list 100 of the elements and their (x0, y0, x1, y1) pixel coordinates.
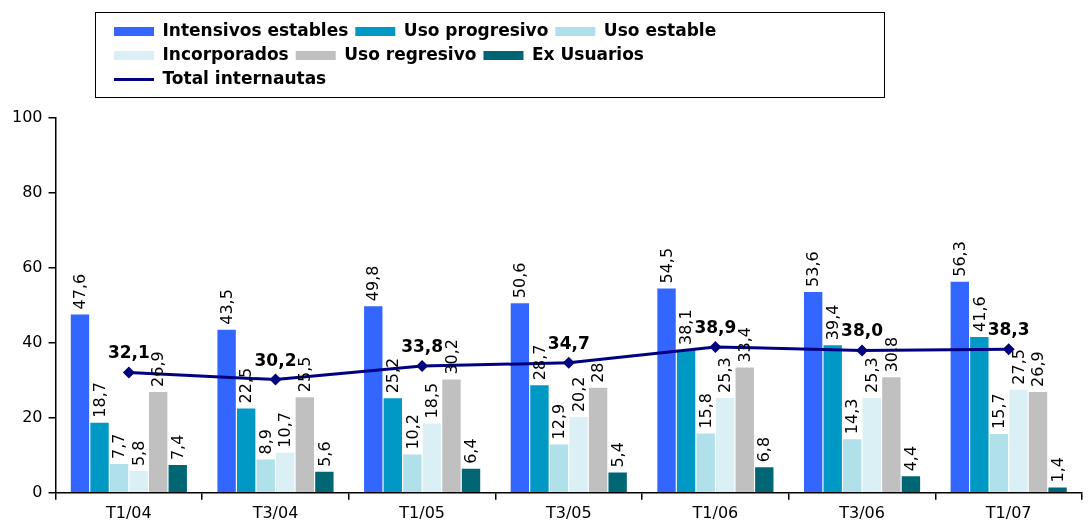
data-label: 38,1 (676, 309, 696, 345)
data-label: 54,5 (656, 247, 676, 284)
data-label: 53,6 (803, 251, 823, 287)
legend-label: Incorporados (162, 43, 289, 64)
point (709, 341, 722, 353)
data-label: 38,3 (987, 319, 1030, 340)
bar (657, 288, 676, 493)
point (562, 356, 575, 369)
data-label: 22,5 (236, 367, 256, 404)
x-tick-label: T1/06 (691, 502, 739, 522)
data-label: 20,2 (568, 376, 588, 413)
bar (735, 367, 754, 493)
bar (364, 306, 383, 493)
data-label: 25,3 (861, 357, 881, 393)
bar (882, 377, 901, 493)
data-label: 30,2 (254, 349, 297, 370)
legend-label: Uso progresivo (403, 19, 549, 40)
bar (588, 387, 608, 493)
data-label: 25,3 (715, 357, 735, 393)
bar (442, 379, 461, 493)
bar (276, 452, 295, 493)
data-label: 10,7 (275, 412, 295, 448)
data-label: 14,3 (842, 398, 862, 435)
data-label: 18,5 (422, 382, 442, 419)
data-label: 15,7 (989, 393, 1009, 429)
data-label: 4,4 (901, 445, 921, 472)
data-label: 7,4 (167, 434, 187, 461)
bar (1048, 487, 1067, 493)
bar (70, 314, 90, 493)
data-label: 25,5 (294, 356, 314, 393)
x-tick-label: T1/04 (105, 502, 152, 522)
data-label: 30,2 (441, 338, 461, 375)
data-label: 49,8 (363, 265, 383, 302)
data-label: 32,1 (107, 342, 150, 363)
data-label: 33,8 (401, 336, 444, 357)
bar (149, 391, 168, 493)
bar (530, 385, 549, 493)
data-label: 18,7 (89, 382, 109, 418)
bar (676, 350, 696, 493)
bar (843, 439, 862, 493)
bar (422, 423, 442, 493)
bar (168, 465, 187, 493)
bar (715, 397, 735, 493)
bar (295, 397, 315, 493)
data-label: 50,6 (510, 262, 530, 299)
data-label: 43,5 (216, 289, 236, 325)
bar (109, 463, 129, 493)
bar (1009, 389, 1028, 493)
legend-label: Uso estable (603, 19, 717, 40)
bar (383, 398, 402, 493)
data-label: 41,6 (969, 296, 989, 332)
data-label: 5,6 (314, 441, 334, 467)
data-label: 27,5 (1008, 349, 1028, 385)
bar (823, 345, 842, 493)
x-tick-label: T3/06 (838, 502, 885, 522)
data-label: 38,0 (841, 320, 884, 341)
bar (461, 468, 481, 493)
data-label: 28 (588, 362, 608, 383)
legend-label: Ex Usuarios (531, 43, 644, 64)
bar (236, 408, 256, 493)
data-label: 15,8 (695, 392, 715, 429)
bar (989, 433, 1009, 493)
data-label: 30,8 (881, 336, 901, 373)
point (269, 373, 282, 386)
data-label: 28,7 (529, 344, 549, 381)
data-label: 12,9 (549, 403, 569, 440)
data-label: 5,8 (128, 440, 148, 467)
bar (901, 476, 921, 493)
y-tick-label: 60 (22, 257, 43, 277)
data-label: 6,8 (754, 436, 774, 463)
data-label: 8,9 (255, 428, 275, 455)
bar (129, 471, 148, 493)
bar (970, 336, 989, 493)
bar (1028, 391, 1048, 493)
bar (90, 422, 109, 493)
legend-label: Intensivos estables (162, 19, 349, 40)
point (122, 366, 135, 379)
y-tick-label: 20 (22, 407, 43, 426)
x-tick-label: T1/07 (984, 502, 1032, 522)
bar (403, 454, 422, 493)
bar (696, 433, 715, 493)
data-label: 26,9 (1028, 351, 1048, 387)
data-label: 6,4 (461, 438, 481, 464)
bar (569, 417, 588, 493)
data-label: 56,3 (949, 241, 969, 277)
bar (803, 291, 823, 493)
legend-label: Total internautas (162, 67, 327, 88)
y-tick-label: 0 (32, 481, 43, 501)
data-label: 38,9 (694, 316, 737, 337)
data-label: 25,2 (382, 357, 402, 394)
data-label: 34,7 (547, 332, 590, 353)
data-label: 33,4 (734, 326, 754, 363)
y-tick-label: 100 (11, 107, 43, 127)
data-label: 1,4 (1047, 457, 1067, 483)
bar (950, 281, 969, 493)
x-tick-label: T3/05 (544, 502, 592, 522)
bar (217, 329, 236, 493)
x-tick-label: T1/05 (398, 502, 445, 522)
data-label: 26,9 (148, 351, 168, 387)
data-label: 5,4 (607, 442, 627, 468)
